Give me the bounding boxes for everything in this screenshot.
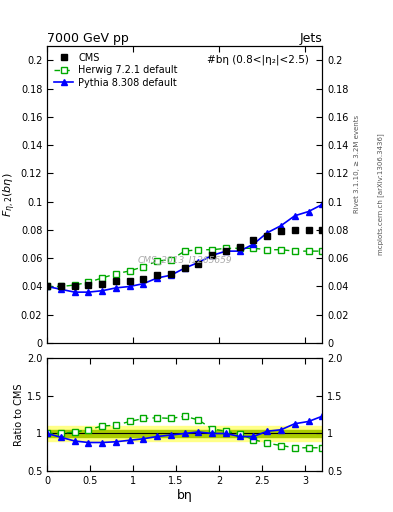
Y-axis label: $F_{\eta,2}(b\eta)$: $F_{\eta,2}(b\eta)$ bbox=[2, 173, 18, 217]
Bar bbox=[47, 430, 322, 437]
Text: mcplots.cern.ch [arXiv:1306.3436]: mcplots.cern.ch [arXiv:1306.3436] bbox=[377, 134, 384, 255]
Bar bbox=[47, 426, 322, 441]
Text: #bη (0.8<|η₂|<2.5): #bη (0.8<|η₂|<2.5) bbox=[207, 55, 309, 66]
Text: 7000 GeV pp: 7000 GeV pp bbox=[47, 32, 129, 45]
Text: CMS_2013_I1265659: CMS_2013_I1265659 bbox=[138, 255, 232, 264]
X-axis label: bη: bη bbox=[177, 488, 193, 502]
Legend: CMS, Herwig 7.2.1 default, Pythia 8.308 default: CMS, Herwig 7.2.1 default, Pythia 8.308 … bbox=[52, 51, 180, 90]
Text: Rivet 3.1.10, ≥ 3.2M events: Rivet 3.1.10, ≥ 3.2M events bbox=[354, 115, 360, 213]
Y-axis label: Ratio to CMS: Ratio to CMS bbox=[14, 383, 24, 446]
Text: Jets: Jets bbox=[299, 32, 322, 45]
